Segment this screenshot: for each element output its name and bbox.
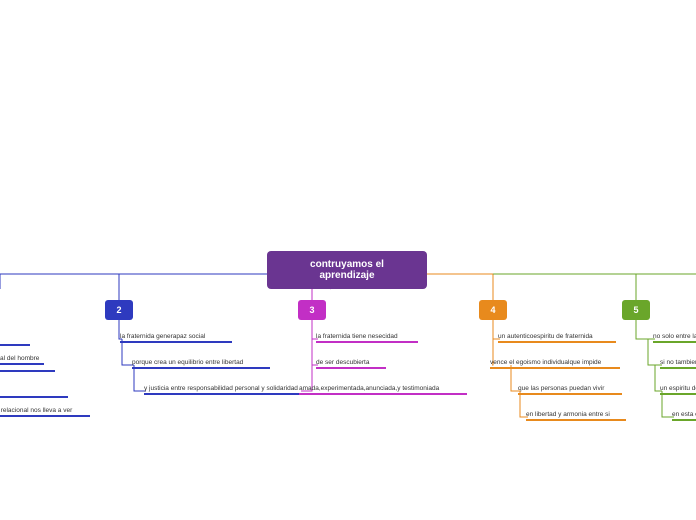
leaf-text: en esta co — [672, 411, 696, 420]
branch-node-2[interactable]: 2 — [105, 300, 133, 320]
leaf-text: de ser descubierta — [316, 359, 369, 368]
leaf-fragment: al del hombre — [0, 355, 39, 364]
root-label: contruyamos el aprendizaje — [310, 259, 384, 281]
underline-fragment — [0, 396, 68, 398]
branch-node-3[interactable]: 3 — [298, 300, 326, 320]
leaf-text: y justicia entre responsabilidad persona… — [144, 385, 298, 394]
underline-fragment — [0, 344, 30, 346]
leaf-text: si no tambien en — [660, 359, 696, 368]
underline-fragment — [0, 370, 55, 372]
leaf-text: vence el egoismo individualque impide — [490, 359, 601, 368]
leaf-text: que las personas puedan vivir — [518, 385, 604, 394]
branch-node-4[interactable]: 4 — [479, 300, 507, 320]
leaf-text: amada,experimentada,anunciada,y testimon… — [299, 385, 439, 394]
leaf-text: la fraternida tiene nesecidad — [316, 333, 398, 342]
leaf-text: la fraternida generapaz social — [120, 333, 205, 342]
branch-node-5[interactable]: 5 — [622, 300, 650, 320]
root-node[interactable]: contruyamos el aprendizaje — [267, 251, 427, 289]
leaf-text: un autenticoespiritu de fraternida — [498, 333, 593, 342]
leaf-fragment: e caracter relacional nos lleva a ver — [0, 407, 72, 416]
leaf-text: no solo entre la spers — [653, 333, 696, 342]
leaf-text: un espiritu de — [660, 385, 696, 394]
leaf-text: porque crea un equilibrio entre libertad — [132, 359, 243, 368]
leaf-text: en libertad y armonia entre si — [526, 411, 610, 420]
